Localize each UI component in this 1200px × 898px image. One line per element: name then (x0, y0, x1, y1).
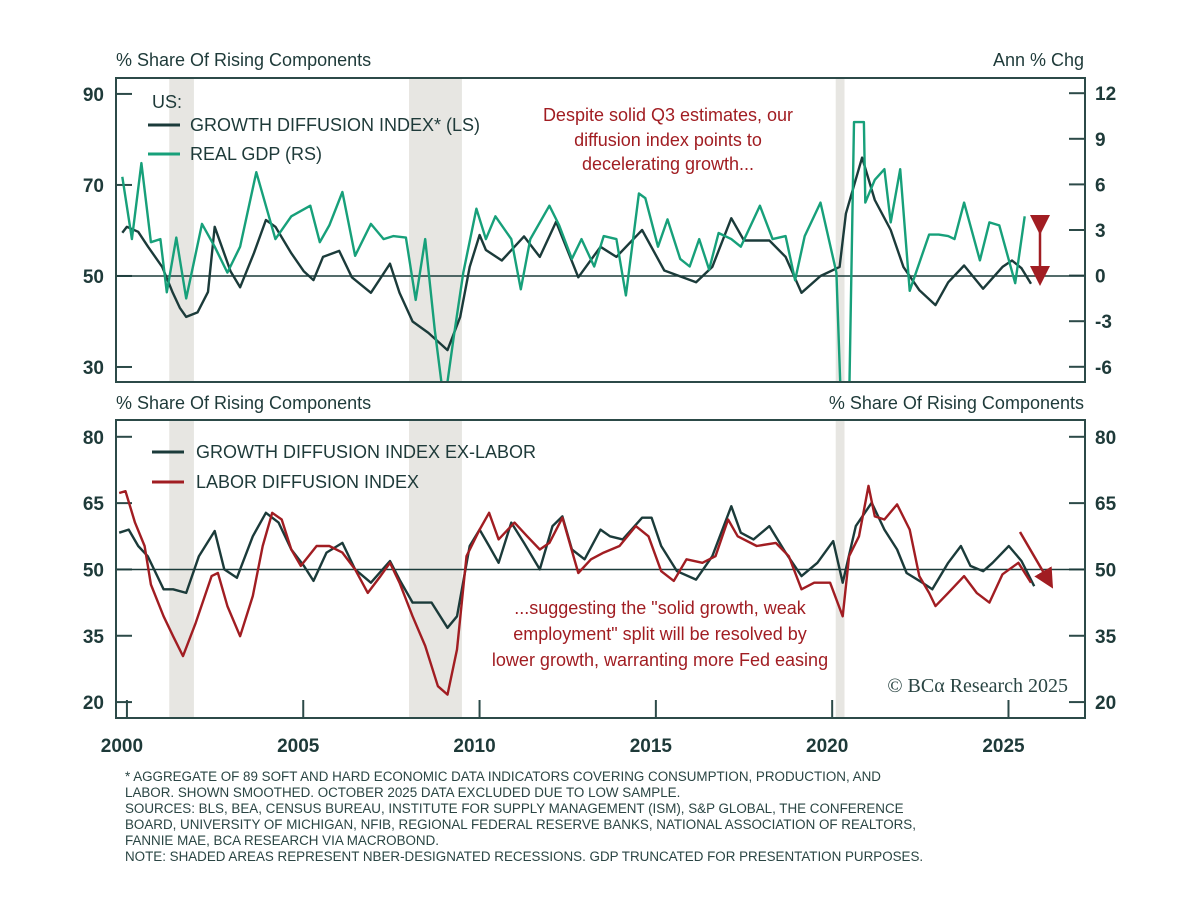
bottom-annotation-line-2: employment" split will be resolved by (513, 624, 807, 644)
x-tick-label: 2005 (277, 736, 320, 757)
recession-band (169, 78, 194, 382)
series-line-labor-diffusion-index (118, 484, 1033, 696)
series-line-growth-diffusion-index-ls (121, 156, 1033, 352)
series-line-growth-diffusion-index-ex-labor (118, 501, 1036, 629)
right-tick-label: -6 (1095, 358, 1112, 379)
left-tick-label: 50 (83, 560, 104, 581)
left-tick-label: 80 (83, 428, 104, 449)
bottom-left-axis-unit: % Share Of Rising Components (116, 393, 371, 413)
right-tick-label: -3 (1095, 312, 1112, 333)
x-tick-label: 2020 (806, 736, 848, 757)
top-recession-shading (169, 78, 845, 382)
footnote-line: FANNIE MAE, BCA RESEARCH VIA MACROBOND. (125, 833, 439, 848)
bottom-annotation-line-1: ...suggesting the "solid growth, weak (514, 598, 807, 618)
footnote-line: LABOR. SHOWN SMOOTHED. OCTOBER 2025 DATA… (125, 785, 680, 800)
left-tick-label: 90 (83, 85, 104, 106)
recession-band (835, 78, 845, 382)
left-tick-label: 30 (83, 358, 104, 379)
top-annotation-line-2: diffusion index points to (574, 130, 762, 150)
right-tick-label: 3 (1095, 221, 1106, 242)
footnote-line: NOTE: SHADED AREAS REPRESENT NBER-DESIGN… (125, 849, 923, 864)
legend-labor-diffusion: LABOR DIFFUSION INDEX (196, 472, 419, 492)
series-line-real-gdp-rs (121, 120, 1026, 382)
bottom-panel-frame (115, 419, 1086, 719)
bottom-axis-ticks: 80 65 50 35 20 80 65 50 35 20 (83, 428, 1117, 714)
top-right-axis-unit: Ann % Chg (993, 50, 1084, 70)
footnote-line: BOARD, UNIVERSITY OF MICHIGAN, NFIB, REG… (125, 817, 916, 832)
x-tick-label: 2010 (453, 736, 495, 757)
bottom-annotation-line-3: lower growth, warranting more Fed easing (492, 650, 828, 670)
footnote-line: * AGGREGATE OF 89 SOFT AND HARD ECONOMIC… (125, 769, 881, 784)
bottom-series (118, 484, 1036, 696)
left-tick-label: 35 (83, 627, 105, 648)
footnotes: * AGGREGATE OF 89 SOFT AND HARD ECONOMIC… (125, 769, 923, 864)
copyright-logo: © BCα Research 2025 (887, 675, 1068, 697)
right-tick-label: 65 (1095, 494, 1117, 515)
top-panel-frame (115, 77, 1086, 383)
top-annotation-line-1: Despite solid Q3 estimates, our (543, 105, 793, 125)
right-tick-label: 0 (1095, 267, 1106, 288)
x-tick-label: 2000 (101, 736, 143, 757)
down-arrow-icon (1018, 531, 1054, 589)
right-tick-label: 80 (1095, 428, 1116, 449)
x-axis-labels: 2000 2005 2010 2015 2020 2025 (101, 700, 1025, 757)
left-tick-label: 70 (83, 176, 104, 197)
x-tick-label: 2025 (982, 736, 1025, 757)
right-tick-label: 9 (1095, 130, 1106, 151)
right-tick-label: 50 (1095, 560, 1116, 581)
top-left-axis-unit: % Share Of Rising Components (116, 50, 371, 70)
legend-growth-diffusion: GROWTH DIFFUSION INDEX* (LS) (190, 115, 480, 135)
x-tick-label: 2015 (630, 736, 673, 757)
right-tick-label: 35 (1095, 627, 1117, 648)
right-tick-label: 12 (1095, 84, 1116, 105)
bottom-right-axis-unit: % Share Of Rising Components (829, 393, 1084, 413)
left-tick-label: 65 (83, 494, 105, 515)
legend-heading: US: (152, 92, 182, 112)
top-series (121, 120, 1033, 382)
left-tick-label: 20 (83, 693, 104, 714)
left-tick-label: 50 (83, 267, 104, 288)
right-tick-label: 20 (1095, 693, 1116, 714)
footnote-line: SOURCES: BLS, BEA, CENSUS BUREAU, INSTIT… (125, 801, 904, 816)
legend-growth-ex-labor: GROWTH DIFFUSION INDEX EX-LABOR (196, 442, 536, 462)
top-annotation-line-3: decelerating growth... (582, 154, 754, 174)
right-tick-label: 6 (1095, 175, 1106, 196)
legend-real-gdp: REAL GDP (RS) (190, 144, 322, 164)
